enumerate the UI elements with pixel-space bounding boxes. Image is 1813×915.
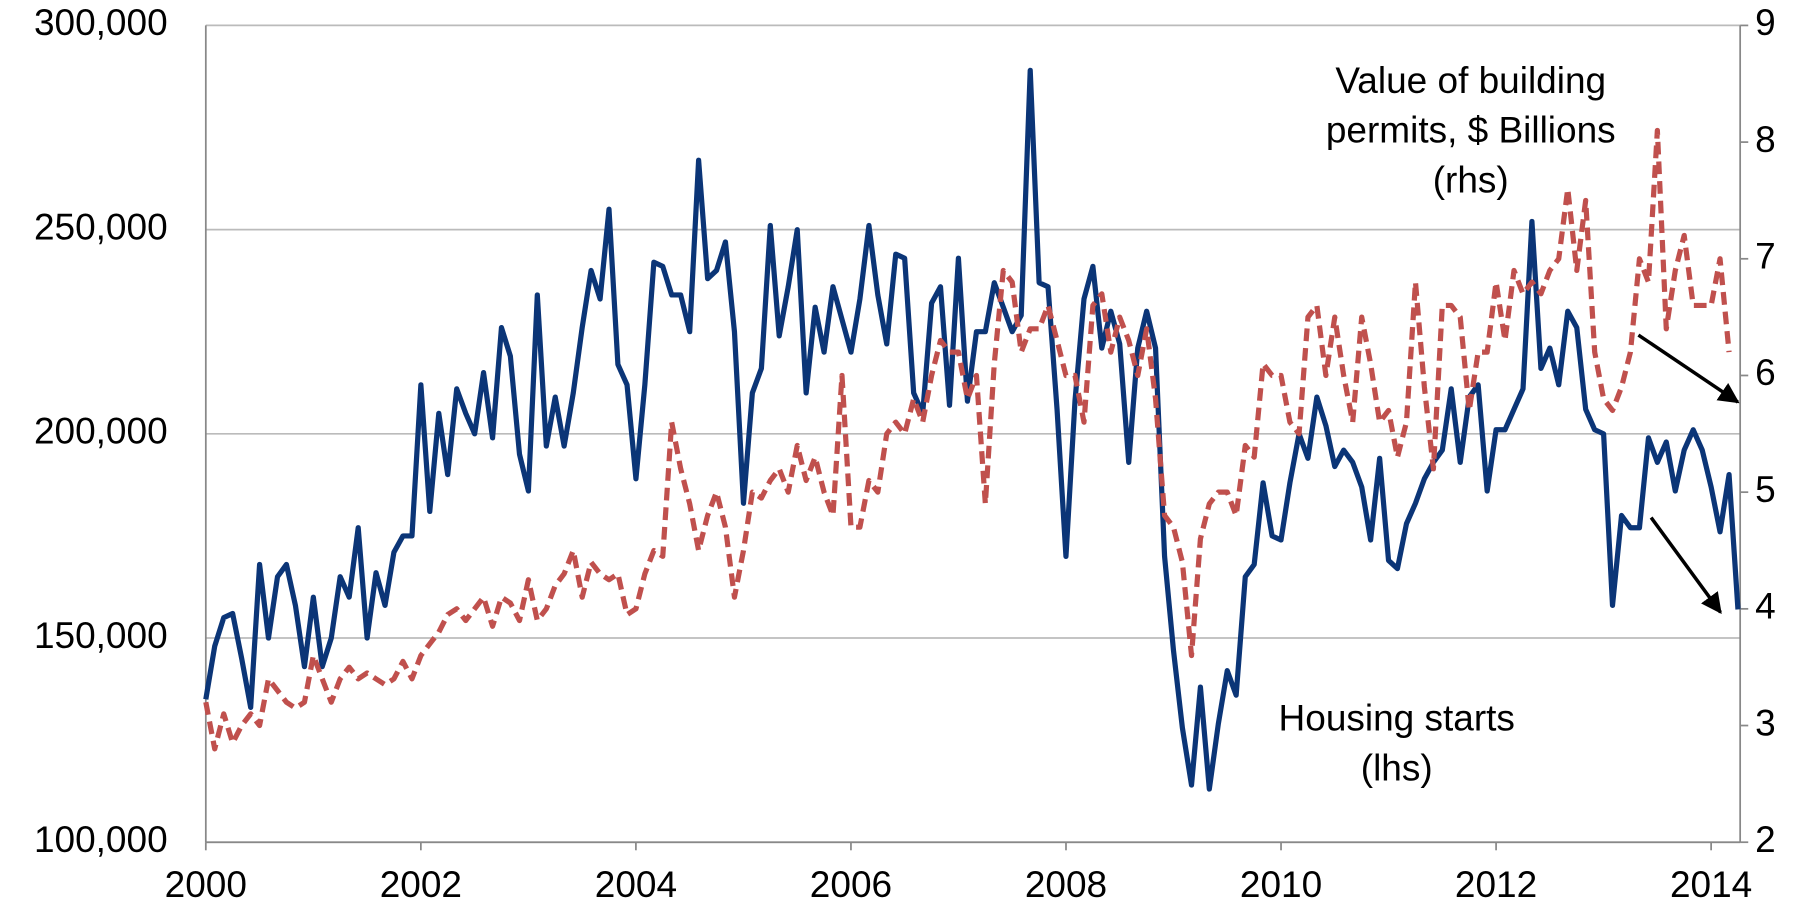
annotation: Housing starts xyxy=(1279,698,1515,739)
labels: 100,000 150,000 200,000 250,000 300,000 2 3 4 5 6… xyxy=(34,2,1776,905)
series-line xyxy=(203,67,1741,792)
annotation: (rhs) xyxy=(1433,159,1509,200)
y2-tick-label: 7 xyxy=(1755,236,1776,277)
y-tick-label: 100,000 xyxy=(34,819,168,860)
lines xyxy=(203,67,1741,792)
x-tick-label: 2008 xyxy=(1025,864,1107,905)
x-tick-label: 2002 xyxy=(380,864,462,905)
x-tick-label: 2006 xyxy=(810,864,892,905)
annotation: Value of building xyxy=(1335,60,1606,101)
y2-tick-label: 9 xyxy=(1755,2,1776,43)
x-tick-label: 2000 xyxy=(165,864,247,905)
annotation: permits, $ Billions xyxy=(1326,110,1616,151)
arrow xyxy=(1649,516,1722,614)
y2-tick-label: 3 xyxy=(1755,702,1776,743)
y2-tick-label: 5 xyxy=(1755,469,1776,510)
y2-tick-label: 4 xyxy=(1755,586,1776,627)
x-tick-label: 2004 xyxy=(595,864,677,905)
y2-tick-label: 6 xyxy=(1755,352,1776,393)
y2-tick-label: 2 xyxy=(1755,819,1776,860)
y-tick-label: 250,000 xyxy=(34,206,168,247)
x-tick-label: 2010 xyxy=(1240,864,1322,905)
x-tick-label: 2012 xyxy=(1455,864,1537,905)
arrow xyxy=(1637,333,1740,404)
y-tick-label: 200,000 xyxy=(34,411,168,452)
y2-tick-label: 8 xyxy=(1755,119,1776,160)
y-tick-label: 150,000 xyxy=(34,615,168,656)
y-tick-label: 300,000 xyxy=(34,2,168,43)
annotation: (lhs) xyxy=(1361,747,1433,788)
x-tick-label: 2014 xyxy=(1670,864,1752,905)
